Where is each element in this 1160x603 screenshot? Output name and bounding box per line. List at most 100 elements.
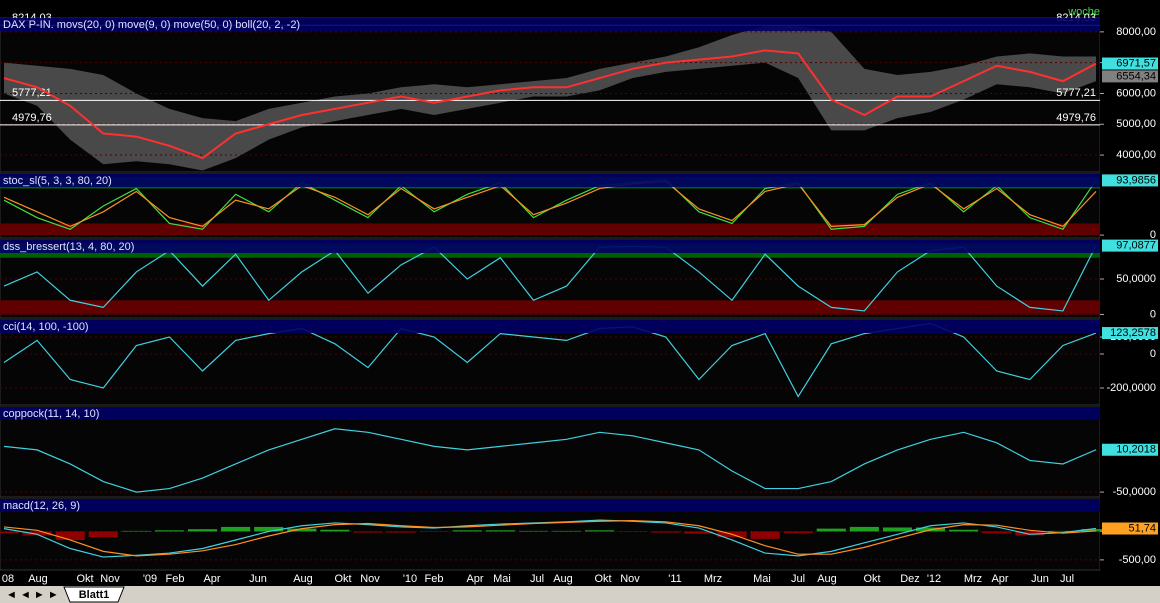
series-line (3, 245, 1097, 312)
panel-title: cci(14, 100, -100) (3, 321, 89, 333)
x-tick-label: Mrz (964, 573, 982, 585)
histogram-bar (518, 530, 549, 532)
x-tick-label: Feb (166, 573, 185, 585)
last-value-box (1102, 174, 1158, 187)
x-tick-label: Apr (991, 573, 1008, 585)
period-label: woche (1067, 6, 1100, 18)
histogram-bar (949, 529, 979, 532)
histogram-bar (684, 531, 714, 534)
histogram-bar (618, 531, 648, 533)
y-tick-label: 0 (1150, 308, 1156, 320)
x-tick-label: '12 (927, 573, 941, 585)
y-tick-label: -50,0000 (1113, 486, 1156, 498)
x-tick-label: '11 (668, 573, 682, 585)
y-tick-label: 6000,00 (1116, 87, 1156, 99)
level-label-right: 5777,21 (1056, 87, 1096, 99)
x-tick-label: Dez (900, 573, 920, 585)
histogram-bar (651, 531, 681, 533)
panel-title: stoc_sl(5, 3, 3, 80, 20) (3, 175, 112, 187)
series-line (3, 520, 1097, 557)
histogram-bar (0, 531, 19, 534)
last-value-label: 6971,57 (1116, 57, 1156, 69)
last-value-box (1102, 70, 1158, 83)
histogram-bar (551, 530, 582, 532)
histogram-bar (254, 526, 284, 532)
histogram-bar (221, 526, 251, 532)
x-tick-label: Mai (753, 573, 771, 585)
sheet-tab[interactable]: Blatt1 (79, 589, 110, 601)
x-tick-label: '10 (403, 573, 417, 585)
y-tick-label: 50,0000 (1116, 273, 1156, 285)
x-tick-label: Okt (863, 573, 880, 585)
panel-title-bg (0, 320, 1100, 333)
x-tick-label: Aug (293, 573, 313, 585)
x-tick-label: Apr (203, 573, 220, 585)
level-label: 4979,76 (12, 112, 52, 124)
x-tick-label: Apr (466, 573, 483, 585)
panel-title-bg (0, 499, 1100, 512)
y-tick-label: 5000,00 (1116, 118, 1156, 130)
panel-title-bg (0, 174, 1100, 187)
series-line (3, 49, 1097, 160)
x-tick-label: Aug (28, 573, 48, 585)
last-value-label: 93,9856 (1116, 174, 1156, 186)
x-tick-label: Jun (249, 573, 267, 585)
x-tick-label: Jun (1031, 573, 1049, 585)
zone (0, 223, 1100, 236)
x-tick-label: Jul (530, 573, 544, 585)
last-value-label: 51,74 (1128, 522, 1156, 534)
series-line (3, 180, 1097, 228)
series-line (3, 428, 1097, 493)
panel-title-bg (0, 407, 1100, 420)
bollinger-band (4, 25, 1096, 171)
x-tick-label: Okt (594, 573, 611, 585)
last-value-label: 97,0877 (1116, 240, 1156, 252)
histogram-bar (1048, 530, 1078, 532)
x-tick-label: Nov (360, 573, 380, 585)
panel-title: coppock(11, 14, 10) (3, 408, 99, 420)
histogram-bar (121, 530, 151, 532)
panel-title-bg (0, 18, 1100, 31)
x-tick-label: Nov (100, 573, 120, 585)
y-tick-label: 0 (1150, 348, 1156, 360)
last-value-label: 10,2018 (1116, 444, 1156, 456)
histogram-bar (783, 531, 813, 534)
histogram-bar (88, 531, 118, 538)
histogram-bar (882, 527, 913, 532)
last-value-box (1102, 522, 1158, 535)
histogram-bar (187, 529, 218, 532)
zone (0, 300, 1100, 315)
x-tick-label: '09 (143, 573, 157, 585)
x-tick-label: Aug (817, 573, 837, 585)
panel-bg (0, 406, 1101, 498)
x-tick-label: 08 (2, 573, 14, 585)
histogram-bar (750, 531, 780, 539)
histogram-bar (386, 531, 416, 533)
histogram-bar (849, 526, 879, 532)
last-value-box (1102, 443, 1158, 456)
histogram-bar (485, 530, 515, 532)
last-value-label: 123,2578 (1110, 327, 1156, 339)
histogram-bar (55, 531, 85, 540)
histogram-bar (452, 530, 482, 532)
histogram-bar (1015, 531, 1045, 536)
x-tick-label: Aug (553, 573, 573, 585)
histogram-bar (585, 530, 615, 532)
histogram-bar (816, 528, 846, 532)
x-tick-label: Jul (791, 573, 805, 585)
histogram-bar (287, 528, 317, 532)
last-value-label: 6554,34 (1116, 70, 1156, 82)
y-tick-label: 0 (1150, 229, 1156, 241)
histogram-bar (1081, 529, 1111, 532)
x-tick-label: Feb (425, 573, 444, 585)
x-tick-label: Okt (334, 573, 351, 585)
histogram-bar (982, 531, 1012, 534)
histogram-bar (22, 531, 52, 536)
panel-title: dss_bressert(13, 4, 80, 20) (3, 241, 134, 253)
panel-title-bg (0, 240, 1100, 253)
nav-arrows[interactable]: ◄ ◄ ► ► (6, 589, 59, 601)
last-value-box (1102, 239, 1158, 252)
sheet-tab-shape[interactable] (63, 586, 125, 603)
y-tick-label: -200,0000 (1106, 382, 1156, 394)
